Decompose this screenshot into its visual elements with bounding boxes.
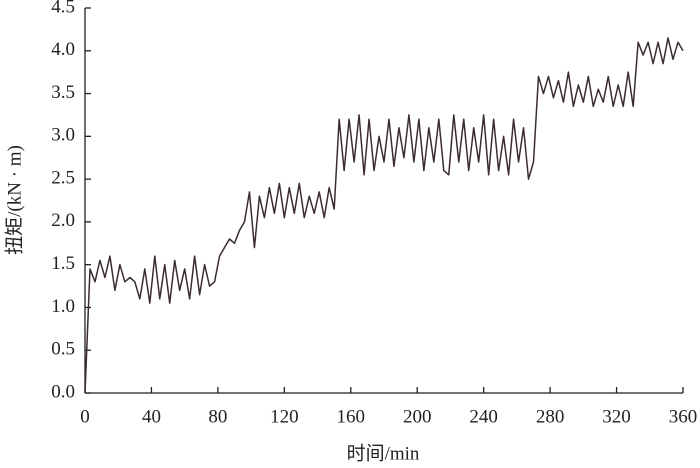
x-tick-label: 0: [80, 406, 90, 427]
y-tick-label: 1.5: [51, 253, 75, 274]
y-tick-label: 4.5: [51, 0, 75, 17]
y-tick-label: 1.0: [51, 296, 75, 317]
data-line: [84, 37, 684, 394]
y-tick-label: 0.5: [51, 339, 75, 360]
x-tick-label: 240: [469, 406, 498, 427]
x-tick-label: 360: [669, 406, 698, 427]
x-tick-label: 280: [536, 406, 565, 427]
x-axis-label: 时间/min: [347, 442, 420, 464]
x-tick-label: 320: [602, 406, 631, 427]
x-tick-label: 160: [337, 406, 366, 427]
y-tick-label: 2.0: [51, 210, 75, 231]
x-tick-label: 120: [270, 406, 299, 427]
y-tick-label: 3.5: [51, 82, 75, 103]
y-axis-label: 扭矩/(kN · m): [3, 145, 25, 255]
x-tick-label: 40: [142, 406, 161, 427]
x-tick-label: 200: [403, 406, 432, 427]
y-tick-label: 4.0: [51, 39, 75, 60]
y-tick-label: 3.0: [51, 125, 75, 146]
y-tick-label: 2.5: [51, 167, 75, 188]
x-tick-label: 80: [208, 406, 227, 427]
y-tick-label: 0.0: [51, 381, 75, 402]
